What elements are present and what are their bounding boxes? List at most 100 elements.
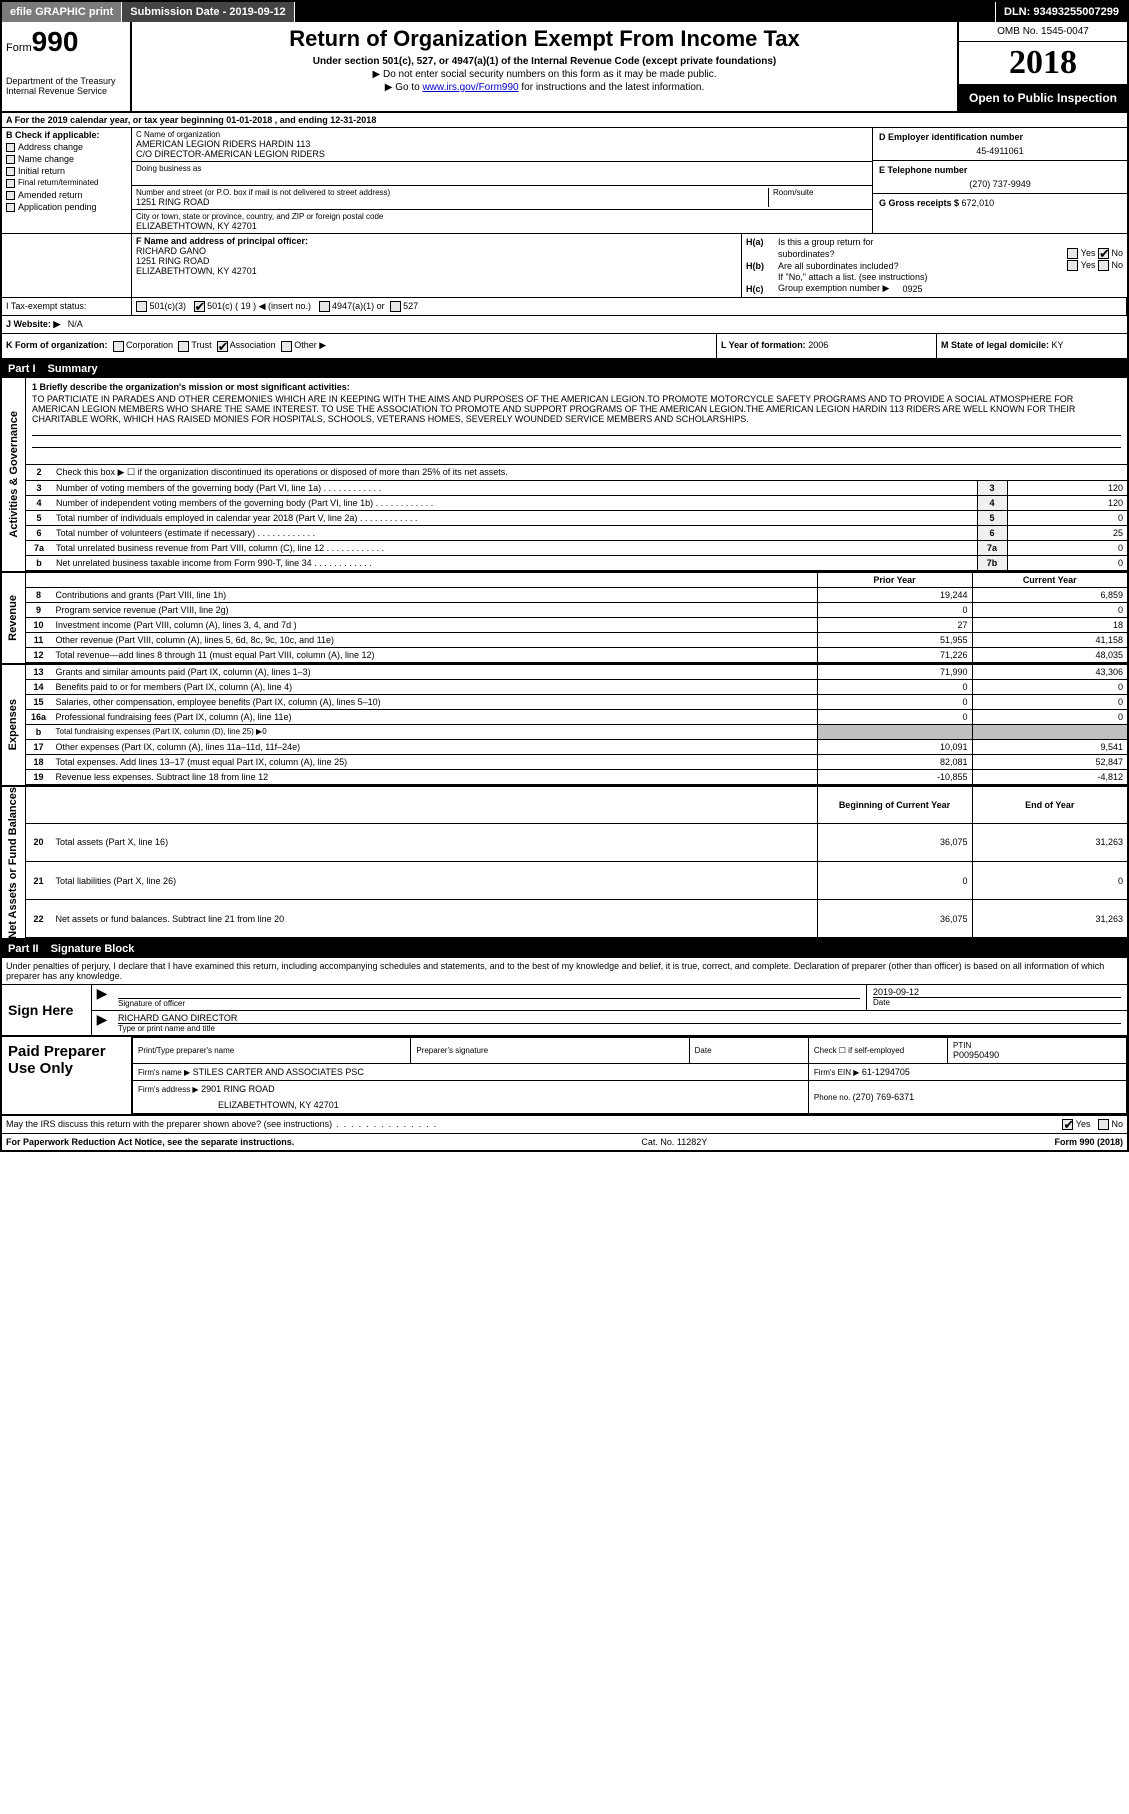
sidebar-activities: Activities & Governance <box>2 378 26 571</box>
irs-label: Internal Revenue Service <box>6 86 126 96</box>
chk-other[interactable] <box>281 341 292 352</box>
table-row: bNet unrelated business taxable income f… <box>26 555 1127 570</box>
dept-treasury: Department of the Treasury <box>6 76 126 86</box>
chk-4947[interactable] <box>319 301 330 312</box>
chk-app-pending[interactable]: Application pending <box>6 202 127 212</box>
self-employed-check[interactable]: Check ☐ if self-employed <box>814 1046 942 1055</box>
irs-link[interactable]: www.irs.gov/Form990 <box>422 82 518 93</box>
hc-label: H(c) <box>746 284 774 294</box>
netassets-table: Beginning of Current YearEnd of Year 20T… <box>26 787 1127 939</box>
city-label: City or town, state or province, country… <box>136 212 868 221</box>
chk-association[interactable] <box>217 341 228 352</box>
hb-note: If "No," attach a list. (see instruction… <box>778 272 927 282</box>
line-desc: Net unrelated business taxable income fr… <box>52 555 977 570</box>
sidebar-netassets: Net Assets or Fund Balances <box>2 787 26 939</box>
org-name-label: C Name of organization <box>136 130 868 139</box>
submission-date-label: Submission Date - <box>130 6 229 18</box>
ha-no-checkbox[interactable] <box>1098 248 1109 259</box>
goto-line: ▶ Go to www.irs.gov/Form990 for instruct… <box>140 82 949 93</box>
firm-phone: (270) 769-6371 <box>853 1092 915 1102</box>
hb-no-checkbox[interactable] <box>1098 260 1109 271</box>
part-ii-num: Part II <box>8 943 39 955</box>
chk-name-change[interactable]: Name change <box>6 154 127 164</box>
table-row: 12Total revenue—add lines 8 through 11 (… <box>26 647 1127 662</box>
lbl-name-change: Name change <box>18 154 74 164</box>
chk-address-change[interactable]: Address change <box>6 142 127 152</box>
submission-date-value: 2019-09-12 <box>229 6 285 18</box>
lbl-501c: 501(c) ( 19 ) ◀ (insert no.) <box>207 301 311 311</box>
efile-print-button[interactable]: efile GRAPHIC print <box>2 2 122 22</box>
revenue-table: Prior YearCurrent Year 8Contributions an… <box>26 573 1127 663</box>
sidebar-expenses: Expenses <box>2 665 26 785</box>
chk-corporation[interactable] <box>113 341 124 352</box>
submission-date: Submission Date - 2019-09-12 <box>122 2 294 22</box>
open-to-public: Open to Public Inspection <box>959 85 1127 111</box>
box-j: J Website: ▶ N/A <box>2 316 1127 333</box>
table-row: 18Total expenses. Add lines 13–17 (must … <box>26 754 1127 769</box>
table-row: 22Net assets or fund balances. Subtract … <box>26 900 1127 938</box>
box-l: L Year of formation: 2006 <box>717 334 937 357</box>
officer-addr1: 1251 RING ROAD <box>136 256 737 266</box>
room-suite: Room/suite <box>768 188 868 207</box>
box-c: C Name of organization AMERICAN LEGION R… <box>132 128 872 233</box>
mission-block: 1 Briefly describe the organization's mi… <box>26 378 1127 465</box>
header-left: Form990 Department of the Treasury Inter… <box>2 22 132 111</box>
top-spacer <box>295 2 996 22</box>
prior-year-hdr: Prior Year <box>817 573 972 588</box>
form-prefix: Form <box>6 42 32 54</box>
line-desc: Number of voting members of the governin… <box>52 480 977 495</box>
row-a-tax-year: A For the 2019 calendar year, or tax yea… <box>2 113 1127 128</box>
street-address: 1251 RING ROAD <box>136 197 768 207</box>
table-row: 13Grants and similar amounts paid (Part … <box>26 665 1127 680</box>
prep-date-label: Date <box>695 1046 803 1055</box>
form-org-label: K Form of organization: <box>6 340 108 350</box>
dln: DLN: 93493255007299 <box>996 2 1127 22</box>
box-f-content: F Name and address of principal officer:… <box>132 234 742 297</box>
lbl-4947: 4947(a)(1) or <box>332 301 385 311</box>
lbl-initial-return: Initial return <box>18 166 65 176</box>
box-k: K Form of organization: Corporation Trus… <box>2 334 717 357</box>
current-year-hdr: Current Year <box>972 573 1127 588</box>
domicile-label: M State of legal domicile: <box>941 340 1052 350</box>
ha-yes-checkbox[interactable] <box>1067 248 1078 259</box>
chk-final-return[interactable]: Final return/terminated <box>6 178 127 187</box>
ha-no-label: No <box>1111 248 1123 258</box>
discuss-no-checkbox[interactable] <box>1098 1119 1109 1130</box>
chk-initial-return[interactable]: Initial return <box>6 166 127 176</box>
table-row: 16aProfessional fundraising fees (Part I… <box>26 709 1127 724</box>
part-ii-header: Part II Signature Block <box>2 940 1127 958</box>
ha-yes-label: Yes <box>1081 248 1096 258</box>
hb-yes-checkbox[interactable] <box>1067 260 1078 271</box>
form-number: Form990 <box>6 26 126 58</box>
omb-number: OMB No. 1545-0047 <box>959 22 1127 42</box>
perjury-statement: Under penalties of perjury, I declare th… <box>2 958 1127 985</box>
chk-501c3[interactable] <box>136 301 147 312</box>
lbl-other: Other ▶ <box>294 340 326 350</box>
table-row: 17Other expenses (Part IX, column (A), l… <box>26 739 1127 754</box>
paperwork-notice: For Paperwork Reduction Act Notice, see … <box>6 1137 294 1147</box>
table-row: 8Contributions and grants (Part VIII, li… <box>26 587 1127 602</box>
prep-sig-label: Preparer's signature <box>416 1046 683 1055</box>
phone-value: (270) 737-9949 <box>879 179 1121 189</box>
expenses-table: 13Grants and similar amounts paid (Part … <box>26 665 1127 785</box>
chk-527[interactable] <box>390 301 401 312</box>
chk-501c[interactable] <box>194 301 205 312</box>
firm-addr2: ELIZABETHTOWN, KY 42701 <box>138 1100 339 1110</box>
preparer-table: Print/Type preparer's name Preparer's si… <box>132 1037 1127 1114</box>
lbl-amended: Amended return <box>18 190 83 200</box>
discuss-yes-checkbox[interactable] <box>1062 1119 1073 1130</box>
discuss-text: May the IRS discuss this return with the… <box>6 1119 332 1130</box>
lbl-trust: Trust <box>191 340 211 350</box>
website-label: J Website: ▶ <box>6 319 60 329</box>
table-row: 21Total liabilities (Part X, line 26)00 <box>26 862 1127 900</box>
phone-label: E Telephone number <box>879 165 1121 175</box>
cat-no: Cat. No. 11282Y <box>294 1137 1054 1147</box>
goto-post: for instructions and the latest informat… <box>519 82 705 93</box>
discuss-yes-label: Yes <box>1076 1119 1091 1129</box>
ein-label: D Employer identification number <box>879 132 1121 142</box>
table-row: 5Total number of individuals employed in… <box>26 510 1127 525</box>
chk-trust[interactable] <box>178 341 189 352</box>
irs-discuss-row: May the IRS discuss this return with the… <box>2 1116 1127 1134</box>
table-row: 14Benefits paid to or for members (Part … <box>26 679 1127 694</box>
chk-amended[interactable]: Amended return <box>6 190 127 200</box>
